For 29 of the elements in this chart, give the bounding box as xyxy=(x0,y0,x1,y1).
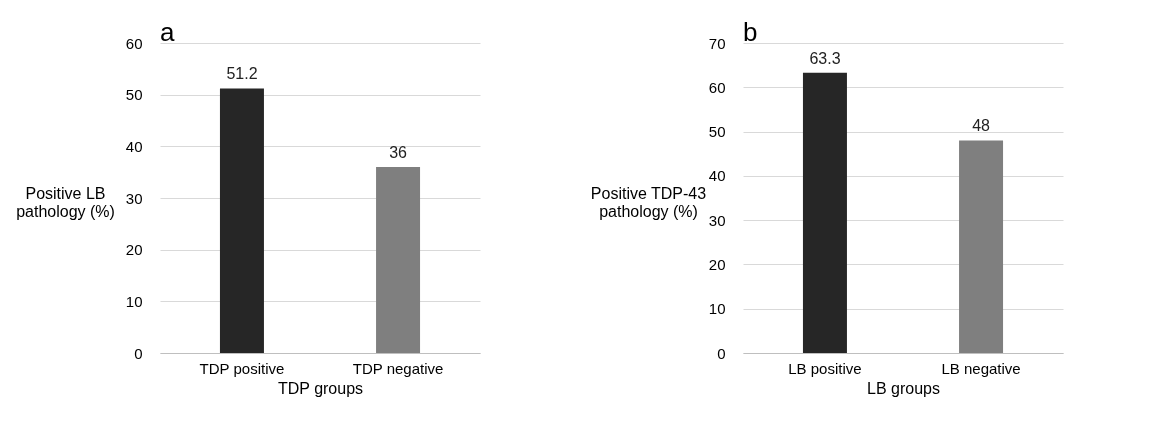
y-tick-label: 70 xyxy=(708,34,726,52)
y-tick-label: 40 xyxy=(708,167,726,185)
chart-title: a xyxy=(160,17,175,47)
y-tick-label: 50 xyxy=(708,123,726,141)
y-tick-label: 20 xyxy=(708,255,726,273)
y-axis-title: Positive TDP-43 pathology (%) xyxy=(590,184,707,220)
x-tick-label: TDP negative xyxy=(352,359,444,377)
data-label: 63.3 xyxy=(809,49,841,67)
data-label: 51.2 xyxy=(226,65,258,83)
y-tick-label: 40 xyxy=(125,137,143,155)
y-tick-label: 50 xyxy=(125,86,143,104)
y-tick-label: 10 xyxy=(708,300,726,318)
y-tick-label: 60 xyxy=(708,78,726,96)
data-label: 36 xyxy=(389,144,408,161)
x-axis-title: TDP groups xyxy=(277,379,364,397)
y-tick-label: 0 xyxy=(134,344,143,362)
y-tick-label: 0 xyxy=(717,344,726,362)
y-tick-label: 30 xyxy=(125,189,143,207)
y-axis-title: Positive LB pathology (%) xyxy=(16,184,115,220)
x-tick-label: TDP positive xyxy=(199,359,285,377)
y-tick-label: 20 xyxy=(125,241,143,259)
x-tick-label: LB positive xyxy=(788,359,862,377)
chart-title: b xyxy=(743,17,758,47)
x-tick-label: LB negative xyxy=(941,359,1021,377)
data-label: 48 xyxy=(972,117,991,135)
y-tick-label: 30 xyxy=(708,211,726,229)
y-tick-label: 10 xyxy=(125,292,143,310)
y-tick-label: 60 xyxy=(125,34,143,52)
x-axis-title: LB groups xyxy=(867,379,940,397)
